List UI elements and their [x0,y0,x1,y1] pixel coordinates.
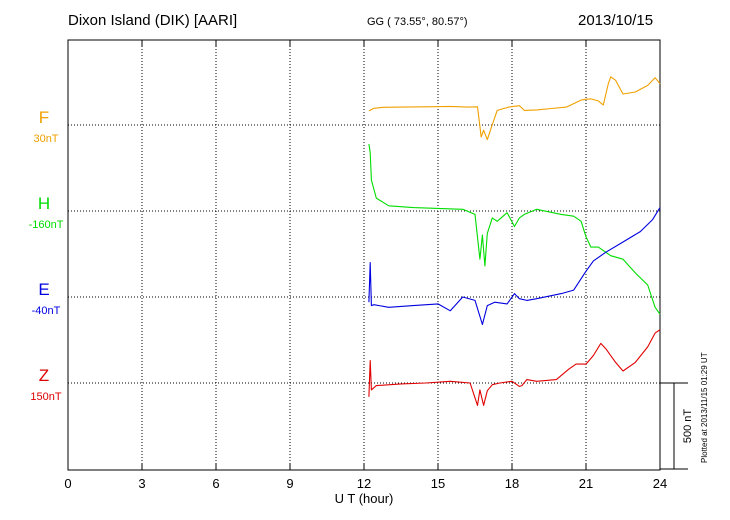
series-baseline-E: -40nT [32,305,61,317]
x-tick-label: 3 [138,476,145,491]
x-tick-label: 6 [212,476,219,491]
trace-E [368,207,661,326]
series-baseline-F: 30nT [33,133,58,145]
series-name-F: F [39,108,49,127]
trace-group [368,76,661,406]
x-tick-label: 18 [505,476,519,491]
x-tick-label: 15 [431,476,445,491]
x-axis: 0 3 6 9 12 15 18 21 24 U T (hour) [64,40,667,506]
station-title: Dixon Island (DIK) [AARI] [68,12,238,29]
station-coordinates: GG ( 73.55°, 80.57°) [367,16,468,28]
series-name-Z: Z [39,366,49,385]
scale-bar-label: 500 nT [682,409,694,444]
trace-H [368,143,661,315]
label-group: F 30nT H -160nT E -40nT Z 150nT [29,108,64,403]
x-axis-label: U T (hour) [335,491,394,506]
series-name-H: H [38,194,50,213]
series-baseline-Z: 150nT [30,391,61,403]
x-tick-label: 12 [357,476,371,491]
trace-Z [368,329,661,406]
x-tick-label: 21 [579,476,593,491]
series-baseline-H: -160nT [29,219,64,231]
x-tick-label: 9 [286,476,293,491]
series-name-E: E [38,280,49,299]
trace-F [368,76,661,141]
scale-bar: 500 nT [660,382,694,470]
x-tick-label: 0 [64,476,71,491]
chart-date: 2013/10/15 [578,12,654,29]
x-tick-label: 24 [653,476,667,491]
